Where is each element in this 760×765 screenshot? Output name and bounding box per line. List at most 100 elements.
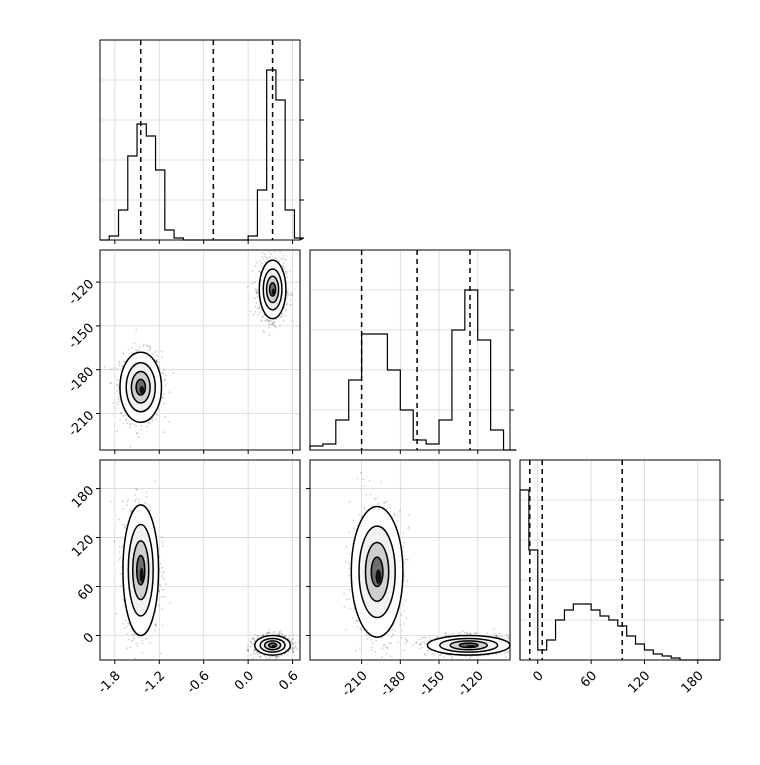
scatter-point [359,648,361,650]
scatter-point [253,638,255,640]
scatter-point [283,258,285,260]
y-tick-label: 120 [69,532,97,560]
scatter-point [284,267,286,269]
x-tick-label: -1.8 [95,668,124,697]
scatter-point [155,623,157,625]
scatter-point [263,331,265,333]
scatter-point [401,630,403,632]
scatter-point [143,345,145,347]
scatter-point [402,605,404,607]
scatter-point [119,399,121,401]
scatter-point [254,634,256,636]
scatter-point [346,599,348,601]
scatter-point [469,656,471,658]
scatter-point [360,472,362,474]
scatter-point [281,655,283,657]
scatter-point [385,653,387,655]
scatter-point [283,255,285,257]
scatter-point [104,366,106,368]
scatter-point [145,638,147,640]
scatter-point [149,642,151,644]
scatter-point [120,585,122,587]
scatter-point [136,432,138,434]
scatter-point [159,584,161,586]
scatter-point [402,547,404,549]
scatter-point [122,364,124,366]
scatter-point [110,382,112,384]
scatter-point [399,510,401,512]
scatter-point [407,580,409,582]
scatter-point [163,393,165,395]
scatter-point [271,656,273,658]
scatter-point [375,651,377,653]
scatter-point [285,309,287,311]
scatter-point [149,505,151,507]
scatter-point [348,598,350,600]
scatter-point [257,314,259,316]
scatter-point [349,608,351,610]
scatter-point [391,636,393,638]
scatter-point [287,295,289,297]
scatter-point [256,293,258,295]
scatter-point [126,505,128,507]
scatter-point [252,644,254,646]
scatter-point [120,573,122,575]
scatter-point [144,502,146,504]
scatter-point [115,613,117,615]
scatter-point [254,281,256,283]
scatter-point [127,623,129,625]
scatter-point [163,369,165,371]
scatter-point [247,645,249,647]
scatter-point [254,653,256,655]
scatter-point [169,602,171,604]
scatter-point [268,323,270,325]
scatter-point [415,642,417,644]
scatter-point [421,647,423,649]
scatter-point [295,642,297,644]
scatter-point [405,559,407,561]
scatter-point [165,385,167,387]
scatter-point [392,633,394,635]
scatter-point [389,642,391,644]
scatter-point [291,293,293,295]
scatter-point [149,423,151,425]
scatter-point [110,501,112,503]
scatter-point [158,590,160,592]
scatter-point [348,563,350,565]
scatter-point [260,266,262,268]
scatter-point [401,614,403,616]
scatter-point [283,262,285,264]
scatter-point [113,367,115,369]
scatter-point [293,634,295,636]
y-tick-label: -120 [66,277,97,308]
scatter-point [256,651,258,653]
scatter-point [255,265,257,267]
scatter-point [163,570,165,572]
scatter-point [422,642,424,644]
scatter-point [406,617,408,619]
scatter-point [362,479,364,481]
scatter-point [133,634,135,636]
scatter-point [158,409,160,411]
scatter-point [355,620,357,622]
scatter-point [285,271,287,273]
scatter-point [261,256,263,258]
scatter-point [127,501,129,503]
scatter-point [265,657,267,659]
scatter-point [263,258,265,260]
scatter-point [278,634,280,636]
scatter-point [138,436,140,438]
scatter-point [345,561,347,563]
scatter-point [247,286,249,288]
scatter-point [120,412,122,414]
scatter-point [279,316,281,318]
scatter-point [378,503,380,505]
scatter-point [371,647,373,649]
scatter-point [119,557,121,559]
scatter-point [121,546,123,548]
scatter-point [138,498,140,500]
scatter-point [147,422,149,424]
scatter-point [135,643,137,645]
scatter-point [117,384,119,386]
scatter-point [126,647,128,649]
